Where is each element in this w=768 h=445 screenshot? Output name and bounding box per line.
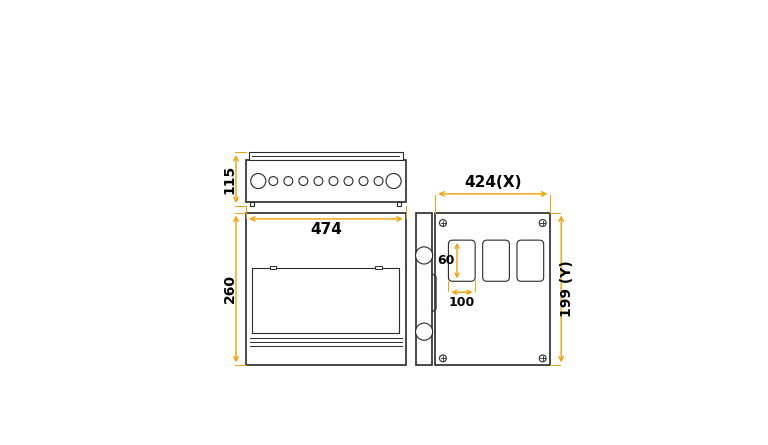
Circle shape (284, 177, 293, 186)
Bar (376, 266, 382, 269)
FancyBboxPatch shape (483, 240, 509, 281)
Bar (253, 267, 399, 333)
Bar (435, 213, 550, 365)
Circle shape (415, 323, 432, 340)
Circle shape (386, 174, 401, 189)
Circle shape (299, 177, 308, 186)
Bar (247, 213, 406, 365)
Text: 199 (Y): 199 (Y) (561, 261, 574, 317)
Bar (397, 202, 402, 206)
Circle shape (344, 177, 353, 186)
Circle shape (329, 177, 338, 186)
Text: 115: 115 (223, 164, 237, 194)
Text: 60: 60 (437, 254, 454, 267)
Text: 424(X): 424(X) (464, 175, 521, 190)
FancyBboxPatch shape (517, 240, 544, 281)
Circle shape (439, 355, 446, 362)
Circle shape (314, 177, 323, 186)
Bar (249, 152, 403, 160)
Bar (250, 202, 254, 206)
Circle shape (269, 177, 278, 186)
Circle shape (359, 177, 368, 186)
Circle shape (374, 177, 383, 186)
Text: 474: 474 (310, 222, 342, 237)
Circle shape (415, 247, 432, 264)
Circle shape (539, 355, 546, 362)
Circle shape (539, 219, 546, 227)
Text: 100: 100 (449, 296, 475, 309)
Circle shape (250, 174, 266, 189)
Text: 260: 260 (223, 275, 237, 303)
FancyBboxPatch shape (449, 240, 475, 281)
Circle shape (439, 219, 446, 227)
Bar (416, 213, 432, 365)
Bar (247, 160, 406, 202)
Bar (270, 266, 276, 269)
